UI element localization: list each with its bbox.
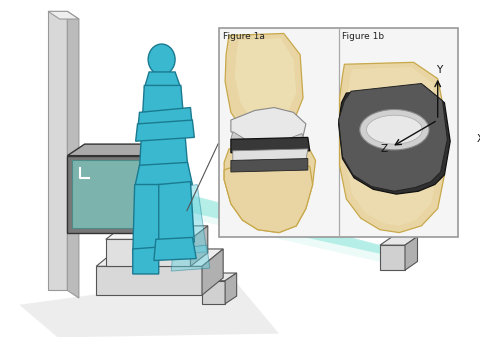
Polygon shape [106, 226, 208, 239]
Polygon shape [405, 236, 418, 270]
Text: Y: Y [436, 65, 443, 75]
Polygon shape [171, 245, 210, 271]
Polygon shape [133, 247, 159, 274]
Polygon shape [159, 186, 407, 259]
Polygon shape [225, 273, 237, 304]
Polygon shape [235, 38, 296, 124]
Polygon shape [48, 11, 67, 290]
Polygon shape [159, 189, 412, 269]
Polygon shape [202, 273, 237, 281]
Polygon shape [338, 84, 447, 191]
Polygon shape [144, 72, 181, 88]
Polygon shape [164, 144, 181, 233]
Polygon shape [67, 11, 79, 298]
Text: Figure 1a: Figure 1a [223, 32, 265, 41]
Polygon shape [96, 249, 223, 266]
Polygon shape [231, 137, 310, 153]
Polygon shape [231, 108, 306, 143]
Polygon shape [72, 160, 159, 228]
Polygon shape [19, 276, 279, 337]
Polygon shape [346, 67, 438, 226]
Polygon shape [224, 146, 315, 233]
Polygon shape [225, 33, 303, 137]
Polygon shape [380, 245, 405, 270]
Polygon shape [133, 184, 162, 255]
FancyBboxPatch shape [219, 28, 458, 237]
Polygon shape [96, 266, 202, 295]
Polygon shape [380, 236, 418, 245]
Polygon shape [67, 144, 181, 155]
Ellipse shape [360, 109, 429, 150]
Polygon shape [48, 11, 79, 19]
Polygon shape [136, 120, 194, 141]
Text: X: X [477, 134, 480, 144]
Polygon shape [202, 249, 223, 295]
Polygon shape [154, 237, 196, 260]
Polygon shape [106, 239, 191, 266]
Polygon shape [67, 155, 164, 233]
Polygon shape [135, 162, 192, 187]
Polygon shape [339, 62, 444, 233]
Polygon shape [202, 281, 225, 304]
Polygon shape [159, 182, 194, 245]
Polygon shape [138, 108, 192, 132]
Polygon shape [231, 132, 304, 151]
Ellipse shape [367, 115, 422, 144]
Polygon shape [224, 166, 312, 233]
Polygon shape [140, 85, 188, 168]
Polygon shape [191, 226, 208, 266]
Text: Figure 1b: Figure 1b [342, 32, 384, 41]
Polygon shape [159, 194, 223, 286]
Polygon shape [233, 149, 308, 162]
Ellipse shape [148, 44, 175, 75]
Polygon shape [231, 159, 308, 172]
Polygon shape [338, 85, 450, 194]
Polygon shape [168, 184, 207, 255]
Text: Z: Z [381, 144, 388, 154]
